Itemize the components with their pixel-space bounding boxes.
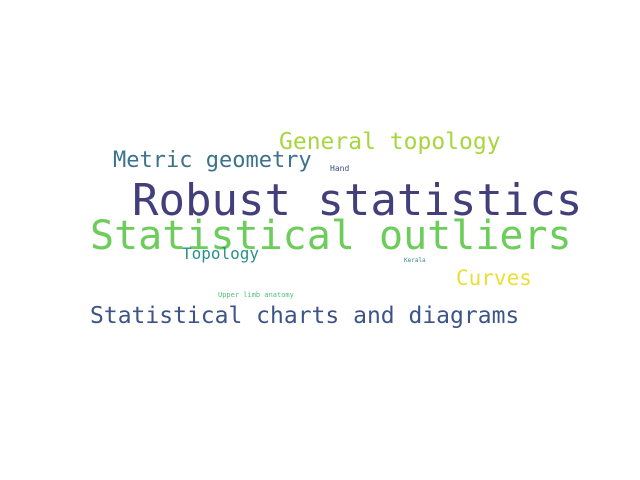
word-statistical-charts: Statistical charts and diagrams: [90, 303, 520, 329]
word-robust-statistics: Robust statistics: [132, 175, 583, 226]
word-metric-geometry: Metric geometry: [113, 148, 312, 173]
word-curves: Curves: [456, 266, 532, 290]
word-hand: Hand: [330, 164, 350, 173]
word-upper-limb-anatomy: Upper limb anatomy: [218, 291, 294, 299]
word-general-topology: General topology: [279, 129, 501, 155]
word-kerala: Kerala: [404, 257, 426, 264]
word-topology: Topology: [182, 244, 260, 263]
word-statistical-outliers: Statistical outliers: [90, 213, 572, 259]
